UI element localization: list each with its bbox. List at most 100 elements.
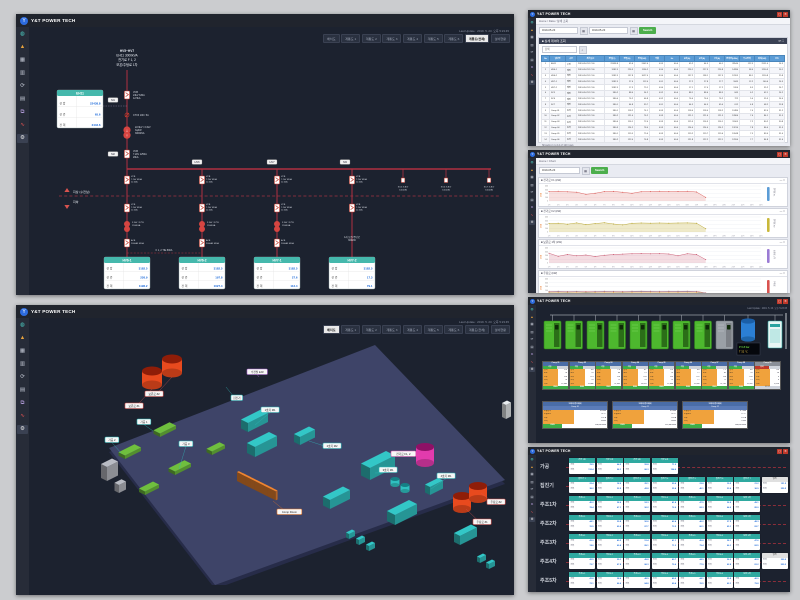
monitor-icon[interactable]: ◍ (20, 322, 25, 328)
share-icon[interactable]: ⧉ (530, 65, 534, 69)
monitor-icon[interactable]: ◍ (530, 20, 534, 24)
alarm-icon[interactable]: ▲ (19, 335, 26, 341)
comp-status-table[interactable]: Comp 07 가동 압력 7.1 온도 81 전류 114 전력 71 적산 11,742 RUN (701, 361, 728, 391)
machine-green[interactable] (139, 481, 159, 496)
layout-icon[interactable]: ▦ (530, 472, 534, 476)
minimize-button[interactable]: ▢ (777, 298, 782, 304)
machine-teal[interactable] (387, 500, 417, 525)
chart-icon[interactable]: ▥ (19, 70, 26, 76)
expand-icon[interactable]: ⛶ (783, 272, 785, 275)
air-dryer-unit[interactable] (767, 320, 783, 349)
settings-icon[interactable]: ⚙ (17, 134, 28, 143)
equipment-card[interactable]: 주조3-1 전력 43.0 전류 74.6 (569, 534, 595, 550)
compressor-unit[interactable] (672, 320, 691, 350)
table-row[interactable]: 10 Comp 02 동력 2019-05-23 17:00 380.2 121.4 76.… (541, 113, 785, 120)
table-icon[interactable]: ▤ (530, 57, 534, 62)
equipment-card[interactable]: 보온 2차 전력 48.3 전류 83.7 (734, 515, 760, 531)
layout-icon[interactable]: ▦ (19, 348, 26, 354)
share-icon[interactable]: ⧉ (530, 205, 534, 209)
equipment-card[interactable]: 주조5-4 전력 40.0 전류 69.4 (651, 572, 678, 588)
minimize-button[interactable]: ▢ (777, 151, 782, 157)
alarm-icon[interactable]: ▲ (530, 27, 534, 32)
tab-계통도 4[interactable]: 계통도 4 (402, 34, 423, 43)
equipment-card[interactable]: 주조2-3 전력 50.6 전류 87.7 (624, 515, 650, 531)
tab-계통도 3[interactable]: 계통도 3 (382, 34, 402, 43)
refresh-icon[interactable]: ⟳ (778, 39, 782, 43)
refresh-icon[interactable]: ⟳ (530, 337, 534, 341)
trend-icon[interactable]: ∿ (20, 122, 25, 128)
equipment-card[interactable]: 주조4-4 전력 40.7 전류 70.6 (651, 553, 678, 569)
equipment-card[interactable]: 주조2-1 전력 44.1 전류 76.5 (569, 515, 595, 531)
equipment-card[interactable]: 주조2-6 전력 37.5 전류 65.1 (706, 515, 733, 531)
calendar-icon[interactable]: ▦ (579, 26, 588, 35)
table-icon[interactable]: ▤ (530, 197, 534, 202)
equipment-card[interactable]: 주조3-4 전력 41.1 전류 71.3 (651, 534, 678, 550)
compressor-unit[interactable] (565, 320, 583, 350)
equipment-card[interactable]: 합계 전력 151.5 전류 259.5 (761, 477, 788, 493)
comp-status-table[interactable]: Comp 05 가동 압력 6.9 온도 79 전류 119 전력 75 적산 12,648 RUN (648, 361, 675, 391)
comp-status-table[interactable]: Comp 09 정지 압력 0.0 온도 24 전류 0 전력 0 적산 8,120 STOP (754, 361, 781, 391)
ladle-cylinder-red[interactable] (453, 481, 487, 514)
table-icon[interactable]: ▤ (530, 344, 534, 349)
machine-teal[interactable] (323, 486, 350, 510)
machine-teal[interactable] (346, 529, 355, 540)
tab-계통도 4[interactable]: 계통도 4 (402, 325, 423, 334)
equipment-card[interactable]: 집진기 1 전력 22.4 전류 38.2 (569, 477, 595, 493)
tab-계통도 1[interactable]: 계통도 1 (341, 34, 361, 43)
map-tag[interactable]: 주탕로 #2 (480, 492, 506, 505)
monitor-icon[interactable]: ◍ (530, 457, 534, 461)
trend-icon[interactable]: ∿ (20, 413, 25, 419)
collapse-icon[interactable]: — (779, 272, 783, 275)
equipment-card[interactable]: 집진기 6 전력 19.5 전류 33.6 (706, 477, 733, 493)
data-table[interactable]: No 설비명 구분 계측일시 전압(V) 전류(A) 전력(kW) 역률 Hz R상(A) S상(A… (541, 55, 785, 143)
comp-room-structure[interactable] (237, 471, 278, 501)
equipment-card[interactable]: 주조5-5 전력 44.1 전류 76.5 (679, 572, 705, 588)
settings-icon[interactable]: ⚙ (529, 517, 535, 522)
table-row[interactable]: 14 Comp 06 동력 2019-05-23 17:00 380.2 122.0 76.… (541, 136, 785, 143)
equipment-card[interactable]: 합계 전력 300.0 전류 520.3 (761, 553, 788, 569)
machine-teal[interactable] (366, 541, 375, 552)
equipment-card[interactable]: 주조2-2 전력 39.8 전류 69.0 (596, 515, 623, 531)
alarm-icon[interactable]: ▲ (19, 44, 26, 50)
machine-green[interactable] (168, 460, 192, 475)
equipment-card[interactable]: 주조3-3 전력 51.4 전류 89.1 (624, 534, 650, 550)
equipment-card[interactable]: 가공 1호 전력 78.5 전류 112.4 (569, 458, 595, 474)
share-icon[interactable]: ⧉ (530, 502, 534, 506)
compressor-unit[interactable] (543, 320, 562, 350)
table-icon[interactable]: ▤ (19, 96, 26, 102)
equipment-card[interactable]: 보온 4차 전력 46.8 전류 81.2 (734, 553, 760, 569)
receiver-tank[interactable] (741, 318, 755, 342)
comp-status-table[interactable]: Comp 01 가동 압력 6.9 온도 78 전류 118 전력 74 적산 12,480 RUN (542, 361, 569, 391)
table-row[interactable]: 7 SC6 배전 2019-05-23 17:00 380.4 76.2 46.8 0.92 6… (541, 95, 785, 103)
map-tag[interactable]: 집진기 (225, 386, 243, 401)
monitor-icon[interactable]: ◍ (20, 31, 25, 37)
equipment-card[interactable]: 보온 5차 전력 46.0 전류 79.8 (734, 572, 760, 588)
chart-icon[interactable]: ▥ (530, 479, 534, 484)
equipment-card[interactable]: 가공 4호 전력 71.0 전류 104.6 (651, 458, 678, 474)
collapse-icon[interactable]: — (779, 210, 783, 213)
fullscreen-icon[interactable]: ⛶ (781, 39, 784, 43)
minimize-button[interactable]: ▢ (777, 448, 782, 454)
table-row[interactable]: 4 HV7-1 배전 2019-05-23 17:00 3182.5 27.6 112.4 0… (541, 78, 785, 86)
search-icon[interactable]: ⌕ (578, 45, 587, 54)
search-button[interactable]: Search (591, 167, 609, 174)
map-tag[interactable]: 주탕로 #1 (465, 508, 492, 525)
equipment-card[interactable]: 주조3-2 전력 40.2 전류 69.8 (596, 534, 623, 550)
table-row[interactable]: 6 SC5 배전 2019-05-23 17:00 380.2 88.4 54.2 0.92 6… (541, 89, 785, 97)
tab-계통도(전체)[interactable]: 계통도(전체) (464, 34, 490, 43)
compressor-unit[interactable] (651, 320, 669, 350)
equipment-card[interactable]: 주조1-2 전력 38.6 전류 67.1 (596, 496, 623, 512)
close-button[interactable]: ✕ (783, 298, 788, 304)
refresh-icon[interactable]: ⟳ (530, 190, 534, 194)
layout-icon[interactable]: ▦ (530, 175, 534, 179)
equipment-card[interactable]: 주조4-2 전력 39.1 전류 67.8 (596, 553, 623, 569)
tab-계통도 1[interactable]: 계통도 1 (341, 325, 361, 334)
refresh-icon[interactable]: ⟳ (20, 83, 25, 89)
equipment-card[interactable]: 주조5-6 전력 35.8 전류 62.1 (706, 572, 733, 588)
settings-icon[interactable]: ⚙ (529, 220, 535, 225)
equipment-card[interactable]: 주조3-6 전력 38.1 전류 66.1 (706, 534, 733, 550)
machine-teal[interactable] (477, 553, 486, 564)
compressor-unit[interactable] (629, 320, 648, 350)
tab-배치도[interactable]: 배치도 (323, 325, 340, 334)
tab-설비현황[interactable]: 설비현황 (490, 34, 510, 43)
